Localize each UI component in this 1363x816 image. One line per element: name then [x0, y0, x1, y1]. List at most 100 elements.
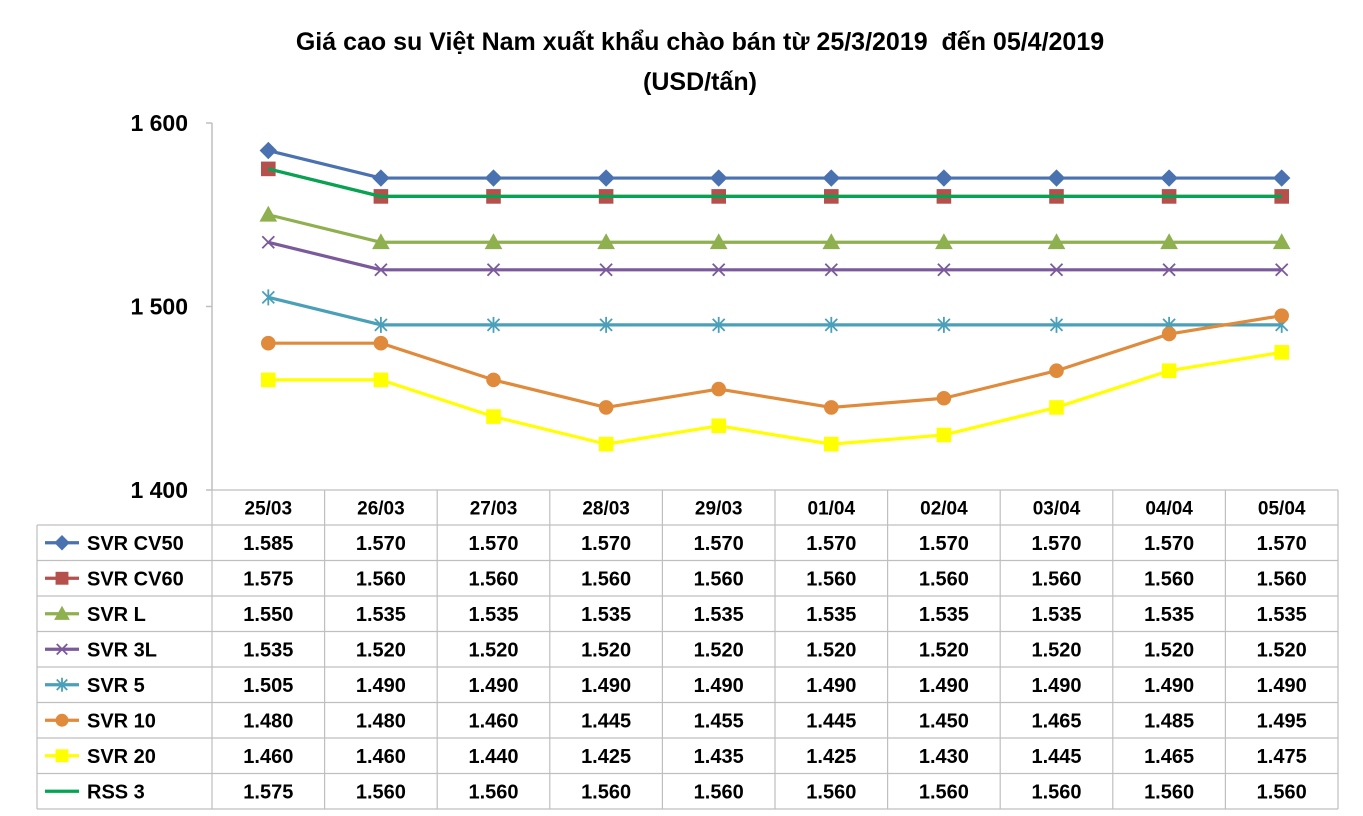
data-label: 1.520 — [694, 639, 744, 661]
legend-key-marker — [54, 605, 70, 620]
data-label: 1.560 — [694, 781, 744, 803]
data-label: 1.490 — [1144, 675, 1194, 697]
data-point — [1047, 169, 1066, 187]
data-label: 1.490 — [1031, 675, 1081, 697]
data-label: 1.485 — [1144, 710, 1194, 732]
data-label: 1.490 — [694, 675, 744, 697]
data-point — [709, 169, 728, 187]
data-point — [372, 169, 390, 187]
data-label: 1.490 — [919, 675, 969, 697]
legend-key-marker — [54, 535, 70, 551]
x-tick-label: 05/04 — [1258, 499, 1306, 520]
data-table: 25/03 26/03 27/03 28/03 29/03 01/04 02/04 03/04… — [36, 489, 1339, 810]
data-label: 1.535 — [694, 604, 744, 626]
data-label: 1.520 — [468, 639, 518, 661]
y-tick-label: 1 500 — [130, 294, 188, 320]
data-point — [709, 233, 728, 250]
data-label: 1.570 — [1257, 533, 1307, 555]
series-layer — [259, 141, 1291, 452]
data-point — [259, 205, 278, 222]
data-point — [1049, 400, 1064, 415]
data-point — [711, 381, 727, 397]
data-point — [1049, 316, 1064, 333]
data-point — [935, 169, 953, 187]
data-point — [711, 418, 727, 434]
legend-key — [45, 677, 79, 692]
data-label: 1.535 — [1031, 604, 1081, 626]
data-point — [1049, 363, 1064, 379]
data-point — [1047, 233, 1066, 250]
series-line — [267, 167, 1282, 198]
data-point — [712, 316, 726, 333]
data-point — [1274, 345, 1290, 360]
x-tick-label: 27/03 — [470, 499, 518, 520]
data-point — [597, 233, 615, 250]
data-point — [824, 400, 839, 415]
data-point — [484, 233, 503, 250]
data-point — [261, 235, 275, 249]
data-label: 1.445 — [1031, 746, 1081, 768]
legend-label: SVR L — [87, 604, 146, 626]
data-label: 1.560 — [1144, 781, 1194, 803]
data-label: 1.445 — [581, 710, 631, 732]
legend-label: SVR CV50 — [87, 533, 184, 555]
data-label: 1.465 — [1144, 746, 1194, 768]
data-label: 1.550 — [243, 604, 293, 626]
data-point — [259, 141, 278, 160]
legend-key — [45, 749, 79, 763]
data-point — [1049, 263, 1064, 277]
data-label: 1.465 — [1031, 710, 1081, 732]
series-svr-20 — [261, 345, 1290, 452]
data-point — [261, 372, 276, 388]
legend-key — [45, 713, 79, 727]
series-svr-10 — [261, 308, 1289, 415]
series-line — [267, 213, 1282, 244]
data-label: 1.520 — [1031, 639, 1081, 661]
data-point — [373, 372, 389, 388]
series-rss-3 — [267, 167, 1282, 198]
data-label: 1.505 — [243, 675, 293, 697]
data-point — [824, 316, 838, 333]
axis-layer: 1 400 1 500 1 600 — [130, 110, 213, 503]
x-tick-label: 26/03 — [357, 499, 405, 520]
data-label: 1.490 — [806, 675, 856, 697]
data-label: 1.535 — [581, 604, 631, 626]
data-point — [486, 409, 501, 424]
data-point — [824, 263, 838, 277]
series-line — [267, 295, 1282, 327]
data-label: 1.430 — [919, 746, 969, 768]
legend-key-marker — [55, 749, 69, 763]
data-label: 1.495 — [1257, 710, 1307, 732]
legend-key-marker — [56, 643, 68, 656]
data-label: 1.490 — [468, 675, 518, 697]
data-label: 1.425 — [581, 746, 631, 768]
data-point — [1275, 263, 1289, 277]
data-point — [822, 169, 841, 187]
data-label: 1.520 — [581, 639, 631, 661]
data-label: 1.560 — [806, 781, 856, 803]
data-label: 1.480 — [243, 710, 293, 732]
data-label: 1.570 — [468, 533, 518, 555]
chart-subtitle: (USD/tấn) — [643, 68, 757, 96]
x-tick-label: 03/04 — [1033, 499, 1081, 520]
data-label: 1.560 — [1031, 781, 1081, 803]
data-label: 1.575 — [243, 568, 293, 590]
series-line — [267, 148, 1282, 180]
data-label: 1.560 — [919, 568, 969, 590]
data-label: 1.570 — [356, 533, 406, 555]
data-point — [1161, 326, 1177, 342]
legend-label: SVR 10 — [87, 710, 156, 732]
series-line — [267, 167, 1282, 198]
data-label: 1.450 — [919, 710, 969, 732]
data-label: 1.570 — [581, 533, 631, 555]
legend-label: SVR 5 — [87, 675, 145, 697]
data-point — [1160, 233, 1178, 250]
data-label: 1.560 — [1257, 781, 1307, 803]
data-label: 1.535 — [1144, 604, 1194, 626]
data-point — [599, 316, 613, 333]
x-tick-label: 28/03 — [582, 499, 630, 520]
data-point — [1272, 169, 1291, 187]
data-label: 1.490 — [1257, 675, 1307, 697]
